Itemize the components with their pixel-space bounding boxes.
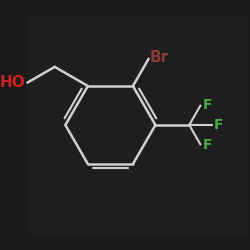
Text: F: F [203,138,212,151]
Text: HO: HO [0,75,25,90]
FancyBboxPatch shape [27,15,248,235]
Text: F: F [203,98,212,112]
Text: Br: Br [150,50,169,65]
Text: F: F [214,118,224,132]
